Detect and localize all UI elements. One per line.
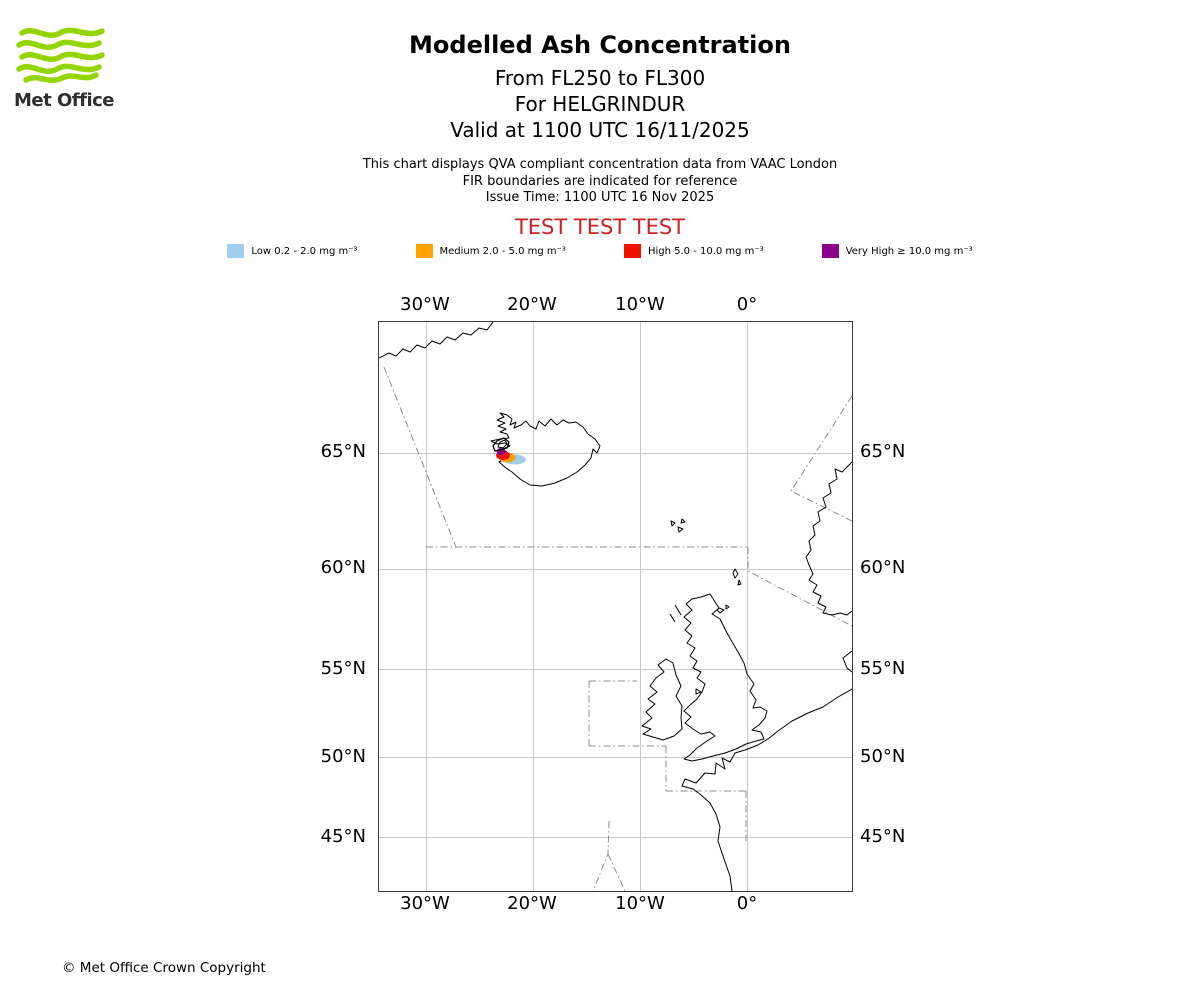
source-contour-outer [492,437,510,452]
map-panel [378,321,853,892]
low-label: Low 0.2 - 2.0 mg m⁻³ [251,245,358,257]
concentration-legend: Low 0.2 - 2.0 mg m⁻³ Medium 2.0 - 5.0 mg… [0,244,1200,258]
lon-label-top-0: 0° [736,294,758,315]
source-contour-inner [497,439,508,449]
lon-label-bottom-0: 0° [736,893,758,914]
lon-label-bottom-10w: 10°W [615,893,665,914]
copyright-notice: © Met Office Crown Copyright [62,960,266,976]
lat-label-left-65n: 65°N [320,441,366,462]
qva-note: This chart displays QVA compliant concen… [362,157,838,172]
legend-item-low: Low 0.2 - 2.0 mg m⁻³ [227,244,358,258]
lat-label-left-60n: 60°N [320,557,366,578]
lat-label-right-65n: 65°N [860,441,906,462]
very-high-label: Very High ≥ 10.0 mg m⁻³ [845,245,973,257]
met-office-waves-icon [16,27,105,84]
high-swatch [623,244,641,258]
ash-plume [492,437,526,465]
issue-time: Issue Time: 1100 UTC 16 Nov 2025 [485,190,715,205]
test-banner: TEST TEST TEST [514,215,686,239]
flight-levels-subtitle: From FL250 to FL300 [494,65,706,90]
lat-label-right-50n: 50°N [860,746,906,767]
lat-label-left-50n: 50°N [320,746,366,767]
very-high-swatch [821,244,839,258]
volcano-subtitle: For HELGRINDUR [514,92,686,117]
lat-label-right-45n: 45°N [860,826,906,847]
lat-label-left-55n: 55°N [320,658,366,679]
low-swatch [227,244,245,258]
page-title: Modelled Ash Concentration [409,31,791,59]
map-svg [378,321,853,892]
high-label: High 5.0 - 10.0 mg m⁻³ [647,245,764,257]
medium-swatch [415,244,433,258]
lat-label-right-60n: 60°N [860,557,906,578]
lat-label-left-45n: 45°N [320,826,366,847]
coastlines [378,321,853,892]
legend-item-very-high: Very High ≥ 10.0 mg m⁻³ [821,244,973,258]
valid-time-subtitle: Valid at 1100 UTC 16/11/2025 [450,118,750,143]
lat-label-right-55n: 55°N [860,658,906,679]
met-office-logo: Met Office [14,26,124,111]
lon-label-bottom-20w: 20°W [507,893,557,914]
fir-boundaries [383,366,853,892]
lon-label-top-10w: 10°W [615,294,665,315]
medium-label: Medium 2.0 - 5.0 mg m⁻³ [439,245,566,257]
lon-label-bottom-30w: 30°W [400,893,450,914]
legend-item-medium: Medium 2.0 - 5.0 mg m⁻³ [415,244,566,258]
gridlines [379,322,852,891]
chart-notes: This chart displays QVA compliant concen… [0,157,1200,207]
fir-note: FIR boundaries are indicated for referen… [462,173,738,189]
chart-titles: Modelled Ash Concentration From FL250 to… [0,30,1200,144]
logo-wordmark: Met Office [14,90,115,111]
lon-label-top-20w: 20°W [507,294,557,315]
legend-item-high: High 5.0 - 10.0 mg m⁻³ [623,244,764,258]
lon-label-top-30w: 30°W [400,294,450,315]
